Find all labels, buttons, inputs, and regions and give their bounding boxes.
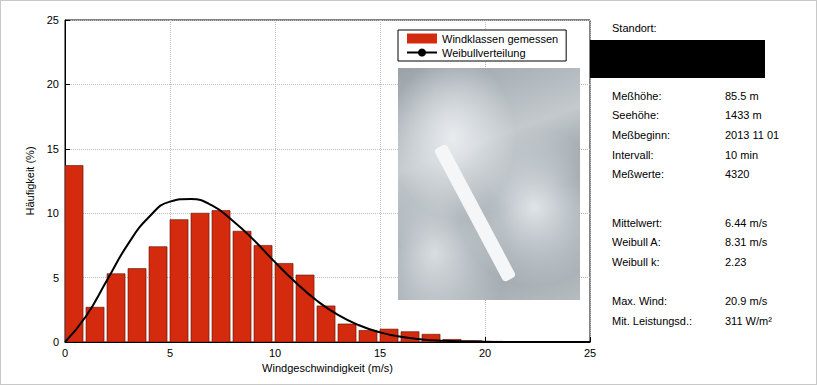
html-text:Mit. Leistungsd.:: Mit. Leistungsd.: xyxy=(612,315,693,327)
html-text:Max. Wind:: Max. Wind: xyxy=(612,295,667,307)
svg-text:20: 20 xyxy=(479,347,491,359)
html-text:8.31 m/s: 8.31 m/s xyxy=(725,236,768,248)
html-text:Mittelwert:: Mittelwert: xyxy=(612,217,663,229)
html-text:Weibull A:: Weibull A: xyxy=(612,236,661,248)
svg-text:20: 20 xyxy=(47,78,59,90)
html-text:Seehöhe:: Seehöhe: xyxy=(612,109,660,121)
html-text:Weibull k:: Weibull k: xyxy=(612,256,660,268)
svg-text:10: 10 xyxy=(269,347,281,359)
html-text:20.9 m/s: 20.9 m/s xyxy=(725,295,768,307)
svg-text:15: 15 xyxy=(374,347,386,359)
svg-text:Weibullverteilung: Weibullverteilung xyxy=(442,47,526,59)
html-text:Meßhöhe:: Meßhöhe: xyxy=(612,90,662,102)
html-text:311 W/m²: 311 W/m² xyxy=(725,315,772,327)
svg-text:Windklassen gemessen: Windklassen gemessen xyxy=(442,33,558,45)
svg-text:25: 25 xyxy=(47,14,59,26)
html-text:85.5 m: 85.5 m xyxy=(725,90,759,102)
svg-text:5: 5 xyxy=(53,272,59,284)
html-text:2013 11 01: 2013 11 01 xyxy=(725,129,780,141)
svg-text:Windgeschwindigkeit (m/s): Windgeschwindigkeit (m/s) xyxy=(262,362,393,374)
svg-text:0: 0 xyxy=(53,336,59,348)
html-text:Standort:: Standort: xyxy=(612,22,657,34)
svg-text:5: 5 xyxy=(167,347,173,359)
html-text:Meßwerte:: Meßwerte: xyxy=(612,168,664,180)
html-text:Intervall:: Intervall: xyxy=(612,149,654,161)
html-text:2.23: 2.23 xyxy=(725,256,747,268)
svg-text:15: 15 xyxy=(47,143,59,155)
svg-text:Häufigkeit (%): Häufigkeit (%) xyxy=(24,146,36,215)
html-text:4320: 4320 xyxy=(725,168,750,180)
html-text:Meßbeginn:: Meßbeginn: xyxy=(612,129,671,141)
svg-text:25: 25 xyxy=(584,347,596,359)
svg-text:10: 10 xyxy=(47,207,59,219)
svg-text:0: 0 xyxy=(62,347,68,359)
html-text:6.44 m/s: 6.44 m/s xyxy=(725,217,768,229)
html-text:10 min: 10 min xyxy=(725,149,758,161)
html-text:1433 m: 1433 m xyxy=(725,109,762,121)
